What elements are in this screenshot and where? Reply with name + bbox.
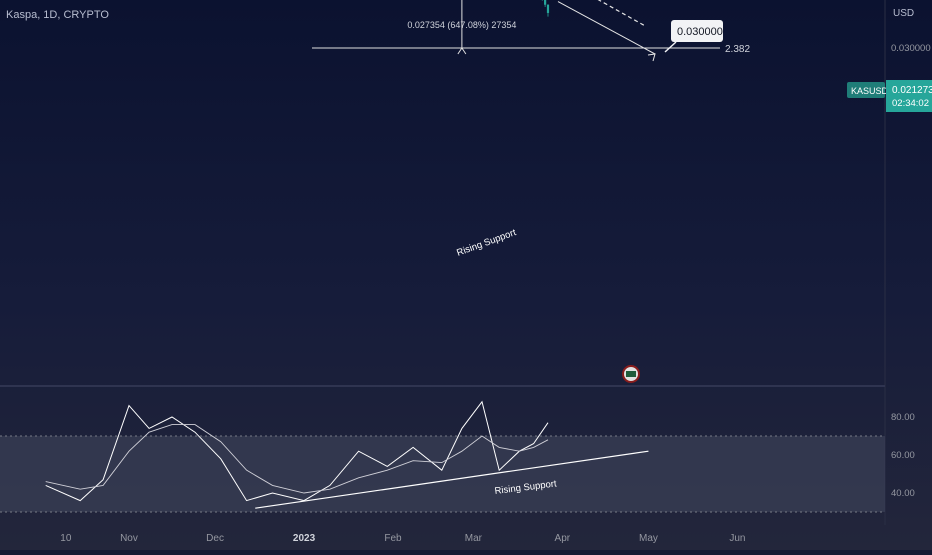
time-axis-label: 2023 xyxy=(293,533,316,544)
fib2-top-label: 2.382 xyxy=(725,44,750,55)
rsi-band xyxy=(0,436,885,512)
symbol-title: Kaspa, 1D, CRYPTO xyxy=(6,9,109,21)
symbol-tag: KASUSD xyxy=(851,86,889,96)
target-callout[interactable]: 0.030000 xyxy=(664,20,723,53)
rsi-tick-label: 80.00 xyxy=(891,412,915,423)
symbol-tag-bg xyxy=(847,82,885,98)
time-axis-label: 10 xyxy=(60,533,72,544)
measure-2-arrowhead xyxy=(457,47,467,55)
rsi-lines-group xyxy=(45,400,649,509)
axis-labels-group: 0.0300000.0140000.0100000.0070000.005000… xyxy=(60,43,931,544)
rsi-line xyxy=(45,400,549,502)
target-callout-bg xyxy=(671,20,723,42)
measure-2-label: 0.027354 (647.08%) 27354 xyxy=(407,20,516,30)
target-callout-text: 0.030000 xyxy=(677,26,723,38)
countdown-value: 02:34:02 xyxy=(892,98,929,109)
time-axis-label: Mar xyxy=(465,533,483,544)
time-axis-label: Jun xyxy=(729,533,745,544)
candle-body xyxy=(546,4,550,13)
candle xyxy=(546,4,550,17)
time-axis-label: Feb xyxy=(384,533,402,544)
rsi-band-group xyxy=(0,435,885,513)
rsi-ma-line xyxy=(45,424,549,494)
candle xyxy=(544,0,547,7)
time-axis-label: Nov xyxy=(120,533,138,544)
projection-arrowhead xyxy=(647,53,656,62)
time-axis-label: Apr xyxy=(555,533,571,544)
candles-group xyxy=(541,0,550,17)
price-tag-bg xyxy=(886,80,932,112)
time-axis-label: Dec xyxy=(206,533,224,544)
last-price-tag: KASUSD 0.021273 02:34:02 xyxy=(847,80,932,112)
guides-group xyxy=(312,0,720,62)
price-tick-label: 0.030000 xyxy=(891,43,931,54)
candle-body xyxy=(544,0,547,5)
indicator-badge[interactable] xyxy=(622,365,640,383)
currency-label: USD xyxy=(893,8,914,19)
rsi-tick-label: 60.00 xyxy=(891,450,915,461)
target-callout-pointer xyxy=(664,41,677,53)
time-axis-label: May xyxy=(639,533,658,544)
last-price-value: 0.021273 xyxy=(892,85,932,96)
rsi-rising-support-trendline[interactable] xyxy=(255,450,649,509)
rsi-tick-label: 40.00 xyxy=(891,488,915,499)
projection-arrow xyxy=(557,1,656,55)
